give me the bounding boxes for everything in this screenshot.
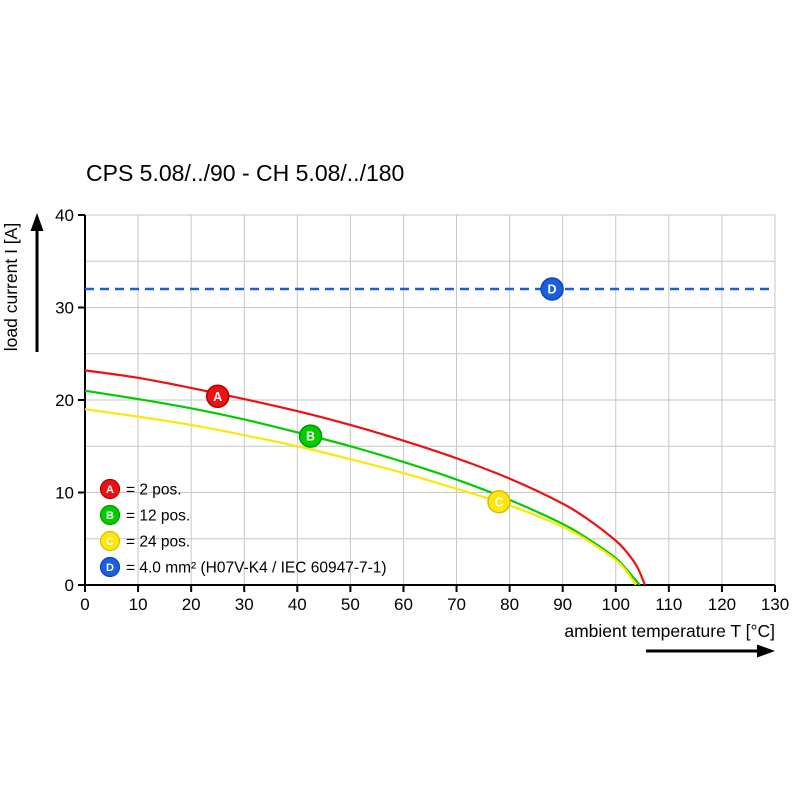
x-tick-label: 60 [394,595,413,614]
legend-letter-C: C [106,536,114,548]
x-tick-label: 10 [129,595,148,614]
curve-marker-A [205,384,230,409]
x-tick-label: 40 [288,595,307,614]
curve-marker-letter-A: A [213,390,222,404]
y-tick-label: 20 [55,391,74,410]
legend-letter-B: B [106,510,114,522]
x-axis-arrowhead-icon [757,644,775,658]
curve-marker-B [298,424,323,448]
curve-A [85,369,646,585]
x-tick-label: 120 [708,595,736,614]
y-axis-arrowhead-icon [30,213,44,231]
x-tick-label: 0 [80,595,89,614]
x-tick-label: 20 [182,595,201,614]
curve-marker-letter-D: D [548,283,557,297]
x-tick-label: 80 [500,595,519,614]
legend-swatch-B [99,504,121,526]
y-tick-label: 40 [55,206,74,225]
y-axis-label: load current I [A] [1,223,21,351]
y-tick-label: 0 [65,576,74,595]
x-tick-label: 70 [447,595,466,614]
x-tick-label: 90 [553,595,572,614]
legend-label-D: = 4.0 mm² (H07V-K4 / IEC 60947-7-1) [126,560,387,577]
legend-swatch-C [99,530,121,552]
legend-label-B: = 12 pos. [126,508,190,525]
curve-marker-D [540,277,564,301]
y-tick-label: 10 [55,484,74,503]
chart-title: CPS 5.08/../90 - CH 5.08/../180 [86,160,405,186]
legend-letter-D: D [106,562,114,574]
legend-swatch-D [99,556,121,578]
curve-C [85,408,637,585]
x-tick-label: 100 [602,595,630,614]
curve-marker-letter-B: B [306,430,315,444]
x-tick-label: 30 [235,595,254,614]
x-tick-label: 130 [761,595,789,614]
x-tick-label: 110 [655,595,682,614]
legend-label-A: = 2 pos. [126,482,182,499]
y-tick-label: 30 [55,299,74,318]
curve-B [85,389,641,585]
curve-marker-letter-C: C [494,495,503,509]
legend-letter-A: A [106,484,114,496]
x-axis-label: ambient temperature T [°C] [564,621,775,641]
legend-label-C: = 24 pos. [126,534,190,551]
curve-marker-C [487,490,511,514]
x-tick-label: 50 [341,595,360,614]
legend-swatch-A [99,478,121,500]
